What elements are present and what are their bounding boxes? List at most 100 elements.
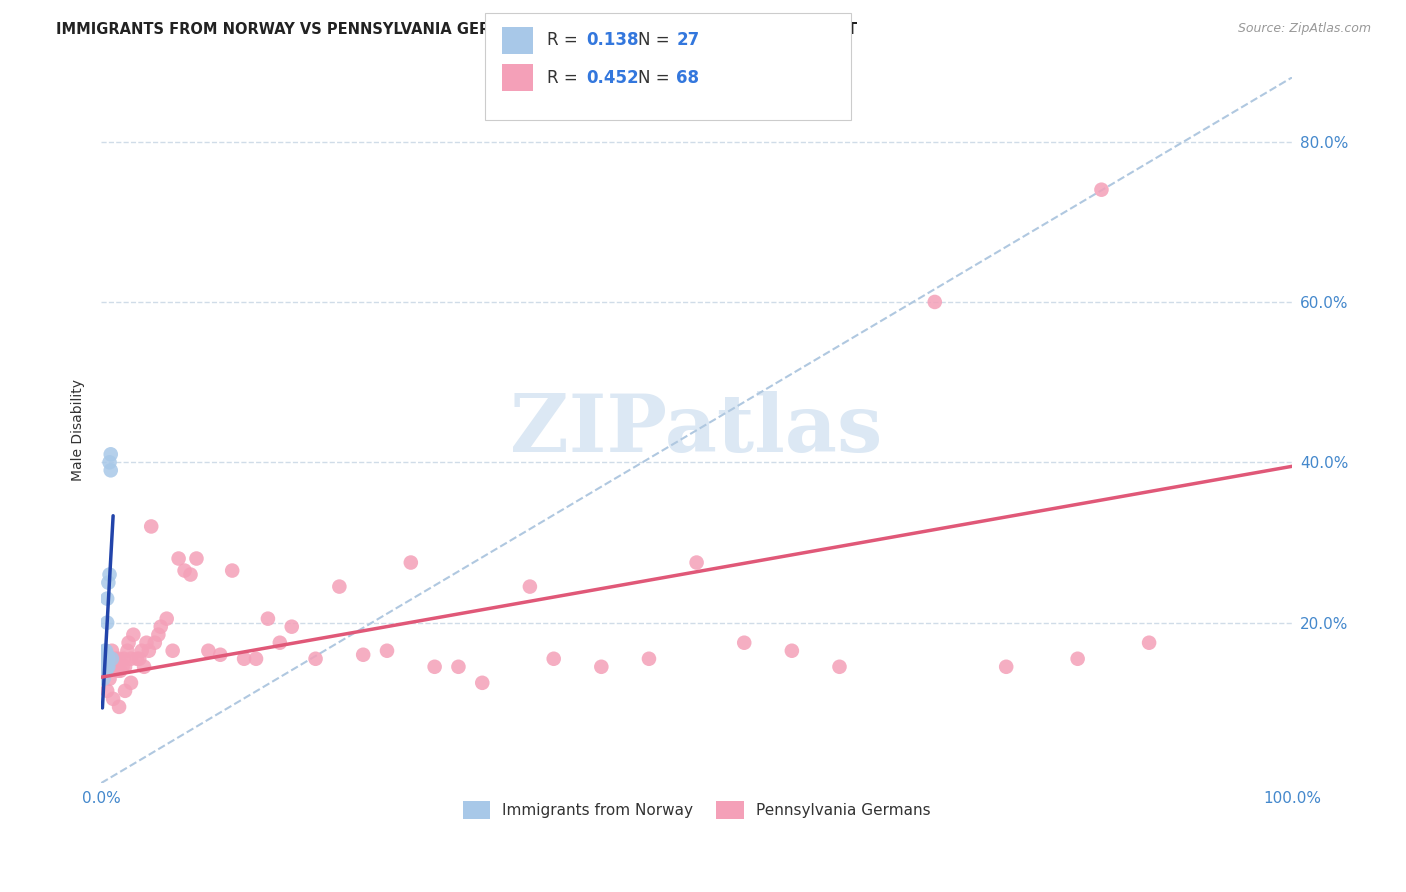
Point <box>328 580 350 594</box>
Point <box>96 683 118 698</box>
Point <box>94 648 117 662</box>
Point <box>180 567 202 582</box>
Point <box>94 660 117 674</box>
Point <box>100 652 122 666</box>
Point <box>1090 183 1112 197</box>
Point <box>100 463 122 477</box>
Point <box>97 660 120 674</box>
Point <box>186 551 208 566</box>
Point <box>167 551 190 566</box>
Point <box>519 580 541 594</box>
Point <box>143 636 166 650</box>
Point <box>352 648 374 662</box>
Point <box>245 652 267 666</box>
Point <box>117 636 139 650</box>
Point <box>94 652 117 666</box>
Point <box>304 652 326 666</box>
Text: 27: 27 <box>676 31 700 49</box>
Legend: Immigrants from Norway, Pennsylvania Germans: Immigrants from Norway, Pennsylvania Ger… <box>457 795 936 825</box>
Point <box>221 564 243 578</box>
Point <box>100 447 122 461</box>
Point <box>122 628 145 642</box>
Point <box>543 652 565 666</box>
Point <box>98 672 121 686</box>
Point <box>269 636 291 650</box>
Point <box>108 652 131 666</box>
Point <box>120 652 142 666</box>
Point <box>638 652 661 666</box>
Text: N =: N = <box>638 31 675 49</box>
Point <box>117 644 139 658</box>
Point <box>125 652 148 666</box>
Point <box>148 628 170 642</box>
Point <box>105 660 128 674</box>
Point <box>141 519 163 533</box>
Point <box>132 660 155 674</box>
Point <box>162 644 184 658</box>
Point <box>96 615 118 630</box>
Point <box>107 664 129 678</box>
Point <box>149 620 172 634</box>
Point <box>685 556 707 570</box>
Point <box>156 612 179 626</box>
Text: R =: R = <box>547 31 583 49</box>
Point <box>96 591 118 606</box>
Point <box>780 644 803 658</box>
Point <box>471 675 494 690</box>
Y-axis label: Male Disability: Male Disability <box>72 379 86 482</box>
Point <box>94 652 117 666</box>
Point <box>995 660 1018 674</box>
Point <box>447 660 470 674</box>
Point <box>96 660 118 674</box>
Point <box>197 644 219 658</box>
Point <box>94 644 117 658</box>
Text: 0.452: 0.452 <box>586 69 638 87</box>
Point <box>94 652 117 666</box>
Point <box>1137 636 1160 650</box>
Point <box>96 660 118 674</box>
Point <box>138 644 160 658</box>
Point <box>104 652 127 666</box>
Point <box>111 660 134 674</box>
Point <box>828 660 851 674</box>
Point <box>1066 652 1088 666</box>
Point <box>94 648 117 662</box>
Point <box>101 644 124 658</box>
Point <box>131 644 153 658</box>
Point <box>135 636 157 650</box>
Point <box>96 652 118 666</box>
Point <box>108 699 131 714</box>
Point <box>98 567 121 582</box>
Point <box>94 644 117 658</box>
Point <box>591 660 613 674</box>
Point <box>375 644 398 658</box>
Point <box>399 556 422 570</box>
Point <box>120 675 142 690</box>
Text: 68: 68 <box>676 69 699 87</box>
Point <box>94 664 117 678</box>
Text: 0.138: 0.138 <box>586 31 638 49</box>
Point <box>110 664 132 678</box>
Point <box>93 672 115 686</box>
Point <box>101 691 124 706</box>
Point <box>924 295 946 310</box>
Point <box>257 612 280 626</box>
Point <box>94 660 117 674</box>
Point <box>97 575 120 590</box>
Point <box>733 636 755 650</box>
Text: IMMIGRANTS FROM NORWAY VS PENNSYLVANIA GERMAN MALE DISABILITY CORRELATION CHART: IMMIGRANTS FROM NORWAY VS PENNSYLVANIA G… <box>56 22 858 37</box>
Point <box>114 660 136 674</box>
Point <box>91 652 114 666</box>
Text: ZIPatlas: ZIPatlas <box>510 392 883 469</box>
Point <box>97 652 120 666</box>
Point <box>93 664 115 678</box>
Text: Source: ZipAtlas.com: Source: ZipAtlas.com <box>1237 22 1371 36</box>
Point <box>98 455 121 469</box>
Point <box>233 652 256 666</box>
Point <box>280 620 302 634</box>
Point <box>101 660 124 674</box>
Point <box>128 652 150 666</box>
Point <box>209 648 232 662</box>
Point <box>97 664 120 678</box>
Point <box>94 664 117 678</box>
